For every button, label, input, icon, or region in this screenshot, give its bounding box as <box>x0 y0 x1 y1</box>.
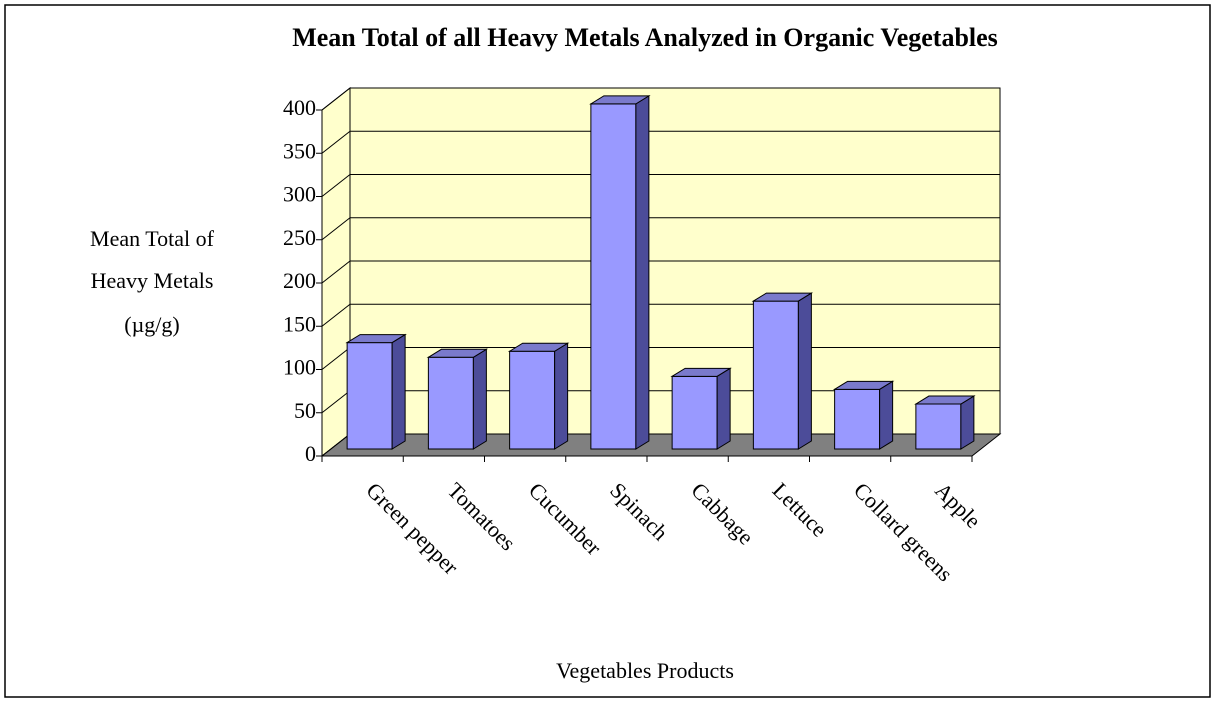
bar-front <box>752 300 799 450</box>
bar-front <box>346 342 393 450</box>
bar <box>589 94 651 450</box>
y-tick-label: 50 <box>294 398 316 423</box>
y-axis-label: Mean Total of <box>90 226 215 251</box>
x-axis-label: Vegetables Products <box>556 658 734 683</box>
bar-front <box>427 356 474 450</box>
y-axis-label: Heavy Metals <box>91 268 214 293</box>
bar-top <box>914 395 976 405</box>
bar-side <box>797 292 812 450</box>
bar-top <box>589 95 651 105</box>
grid-line <box>321 433 351 457</box>
bar-side <box>472 348 487 450</box>
grid-line <box>321 130 351 154</box>
bar-side <box>554 342 569 450</box>
bar <box>751 292 814 450</box>
bar-top <box>345 334 407 344</box>
grid-line <box>321 347 351 370</box>
bar-front <box>509 350 556 450</box>
y-tick-label: 150 <box>283 311 316 336</box>
bar-front <box>671 375 718 450</box>
y-axis-label: (µg/g) <box>124 312 179 337</box>
bar <box>832 380 895 450</box>
grid-line <box>321 174 351 197</box>
y-tick-label: 250 <box>283 225 316 250</box>
y-tick-label: 200 <box>283 268 316 293</box>
grid-line <box>321 260 351 284</box>
y-tick-label: 350 <box>283 138 316 163</box>
bar-side <box>635 94 650 450</box>
chart-title: Mean Total of all Heavy Metals Analyzed … <box>292 23 998 52</box>
bar <box>914 395 976 450</box>
bar-side <box>391 333 406 450</box>
grid-line <box>321 303 351 327</box>
bar-top <box>670 367 732 377</box>
y-tick-label: 100 <box>283 355 316 380</box>
y-tick-label: 0 <box>305 441 316 466</box>
bar-top <box>426 348 489 358</box>
bar <box>426 348 489 450</box>
bar-top <box>751 292 814 302</box>
bar-side <box>879 380 894 450</box>
bar-front <box>834 388 881 450</box>
bar <box>507 342 570 450</box>
floor <box>320 433 1002 457</box>
y-tick-label: 300 <box>283 182 316 207</box>
bar <box>670 367 732 450</box>
bar-side <box>716 367 731 450</box>
grid-line <box>321 390 351 414</box>
bar-top <box>832 380 895 390</box>
grid-line <box>321 87 351 111</box>
bar-front <box>915 403 962 450</box>
bar <box>345 333 407 450</box>
bar-top <box>507 342 570 352</box>
y-tick-label: 400 <box>283 95 316 120</box>
grid-line <box>321 217 351 241</box>
bar-side <box>960 395 975 450</box>
bar-front <box>590 103 637 450</box>
